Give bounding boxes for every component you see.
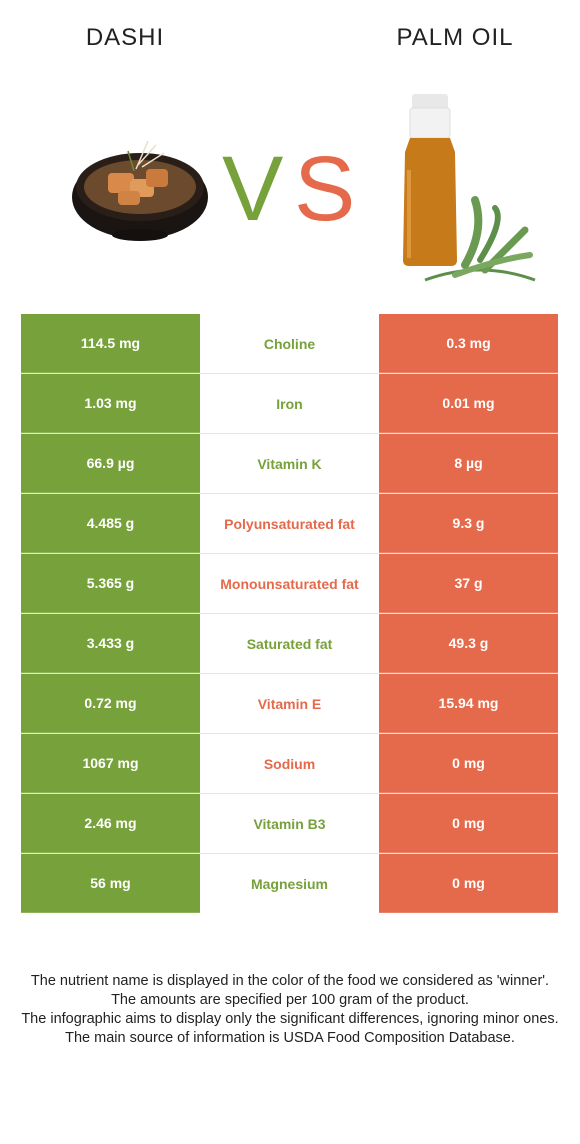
table-row: 3.433 g Saturated fat 49.3 g bbox=[21, 614, 558, 674]
left-value: 2.46 mg bbox=[21, 794, 200, 853]
right-value: 0 mg bbox=[379, 854, 558, 913]
left-value: 56 mg bbox=[21, 854, 200, 913]
vs-v-letter: V bbox=[222, 140, 283, 230]
nutrient-name: Magnesium bbox=[200, 854, 379, 913]
table-row: 1067 mg Sodium 0 mg bbox=[21, 734, 558, 794]
palm-oil-bottle-image bbox=[403, 94, 536, 282]
left-value: 1.03 mg bbox=[21, 374, 200, 433]
left-value: 3.433 g bbox=[21, 614, 200, 673]
left-value: 66.9 µg bbox=[21, 434, 200, 493]
nutrient-name: Iron bbox=[200, 374, 379, 433]
nutrient-name: Polyunsaturated fat bbox=[200, 494, 379, 553]
table-row: 56 mg Magnesium 0 mg bbox=[21, 854, 558, 913]
footer-note: The infographic aims to display only the… bbox=[21, 1011, 559, 1027]
table-row: 2.46 mg Vitamin B3 0 mg bbox=[21, 794, 558, 854]
left-food-title: DASHI bbox=[85, 24, 165, 51]
table-row: 0.72 mg Vitamin E 15.94 mg bbox=[21, 674, 558, 734]
right-food-title: PALM OIL bbox=[396, 24, 514, 51]
left-value: 5.365 g bbox=[21, 554, 200, 613]
table-row: 114.5 mg Choline 0.3 mg bbox=[21, 314, 558, 374]
table-row: 1.03 mg Iron 0.01 mg bbox=[21, 374, 558, 434]
right-value: 0.3 mg bbox=[379, 314, 558, 373]
footer-note: The nutrient name is displayed in the co… bbox=[30, 973, 550, 989]
header: DASHI PALM OIL V S bbox=[0, 0, 580, 300]
vs-label: V S bbox=[222, 140, 355, 230]
right-value: 15.94 mg bbox=[379, 674, 558, 733]
dashi-bowl-image bbox=[72, 140, 208, 241]
nutrient-name: Monounsaturated fat bbox=[200, 554, 379, 613]
left-value: 0.72 mg bbox=[21, 674, 200, 733]
right-value: 37 g bbox=[379, 554, 558, 613]
right-value: 0 mg bbox=[379, 794, 558, 853]
left-value: 4.485 g bbox=[21, 494, 200, 553]
table-row: 4.485 g Polyunsaturated fat 9.3 g bbox=[21, 494, 558, 554]
right-value: 0.01 mg bbox=[379, 374, 558, 433]
right-value: 8 µg bbox=[379, 434, 558, 493]
right-value: 0 mg bbox=[379, 734, 558, 793]
right-value: 49.3 g bbox=[379, 614, 558, 673]
nutrient-name: Vitamin B3 bbox=[200, 794, 379, 853]
right-value: 9.3 g bbox=[379, 494, 558, 553]
nutrient-name: Vitamin K bbox=[200, 434, 379, 493]
left-value: 1067 mg bbox=[21, 734, 200, 793]
table-row: 5.365 g Monounsaturated fat 37 g bbox=[21, 554, 558, 614]
footer-note: The amounts are specified per 100 gram o… bbox=[111, 992, 469, 1008]
nutrient-name: Vitamin E bbox=[200, 674, 379, 733]
left-value: 114.5 mg bbox=[21, 314, 200, 373]
nutrient-name: Sodium bbox=[200, 734, 379, 793]
footer-notes: The nutrient name is displayed in the co… bbox=[20, 972, 560, 1048]
vs-s-letter: S bbox=[294, 140, 355, 230]
footer-note: The main source of information is USDA F… bbox=[65, 1030, 515, 1046]
nutrient-name: Saturated fat bbox=[200, 614, 379, 673]
nutrient-table: 114.5 mg Choline 0.3 mg 1.03 mg Iron 0.01 mg 6… bbox=[21, 314, 558, 913]
nutrient-name: Choline bbox=[200, 314, 379, 373]
